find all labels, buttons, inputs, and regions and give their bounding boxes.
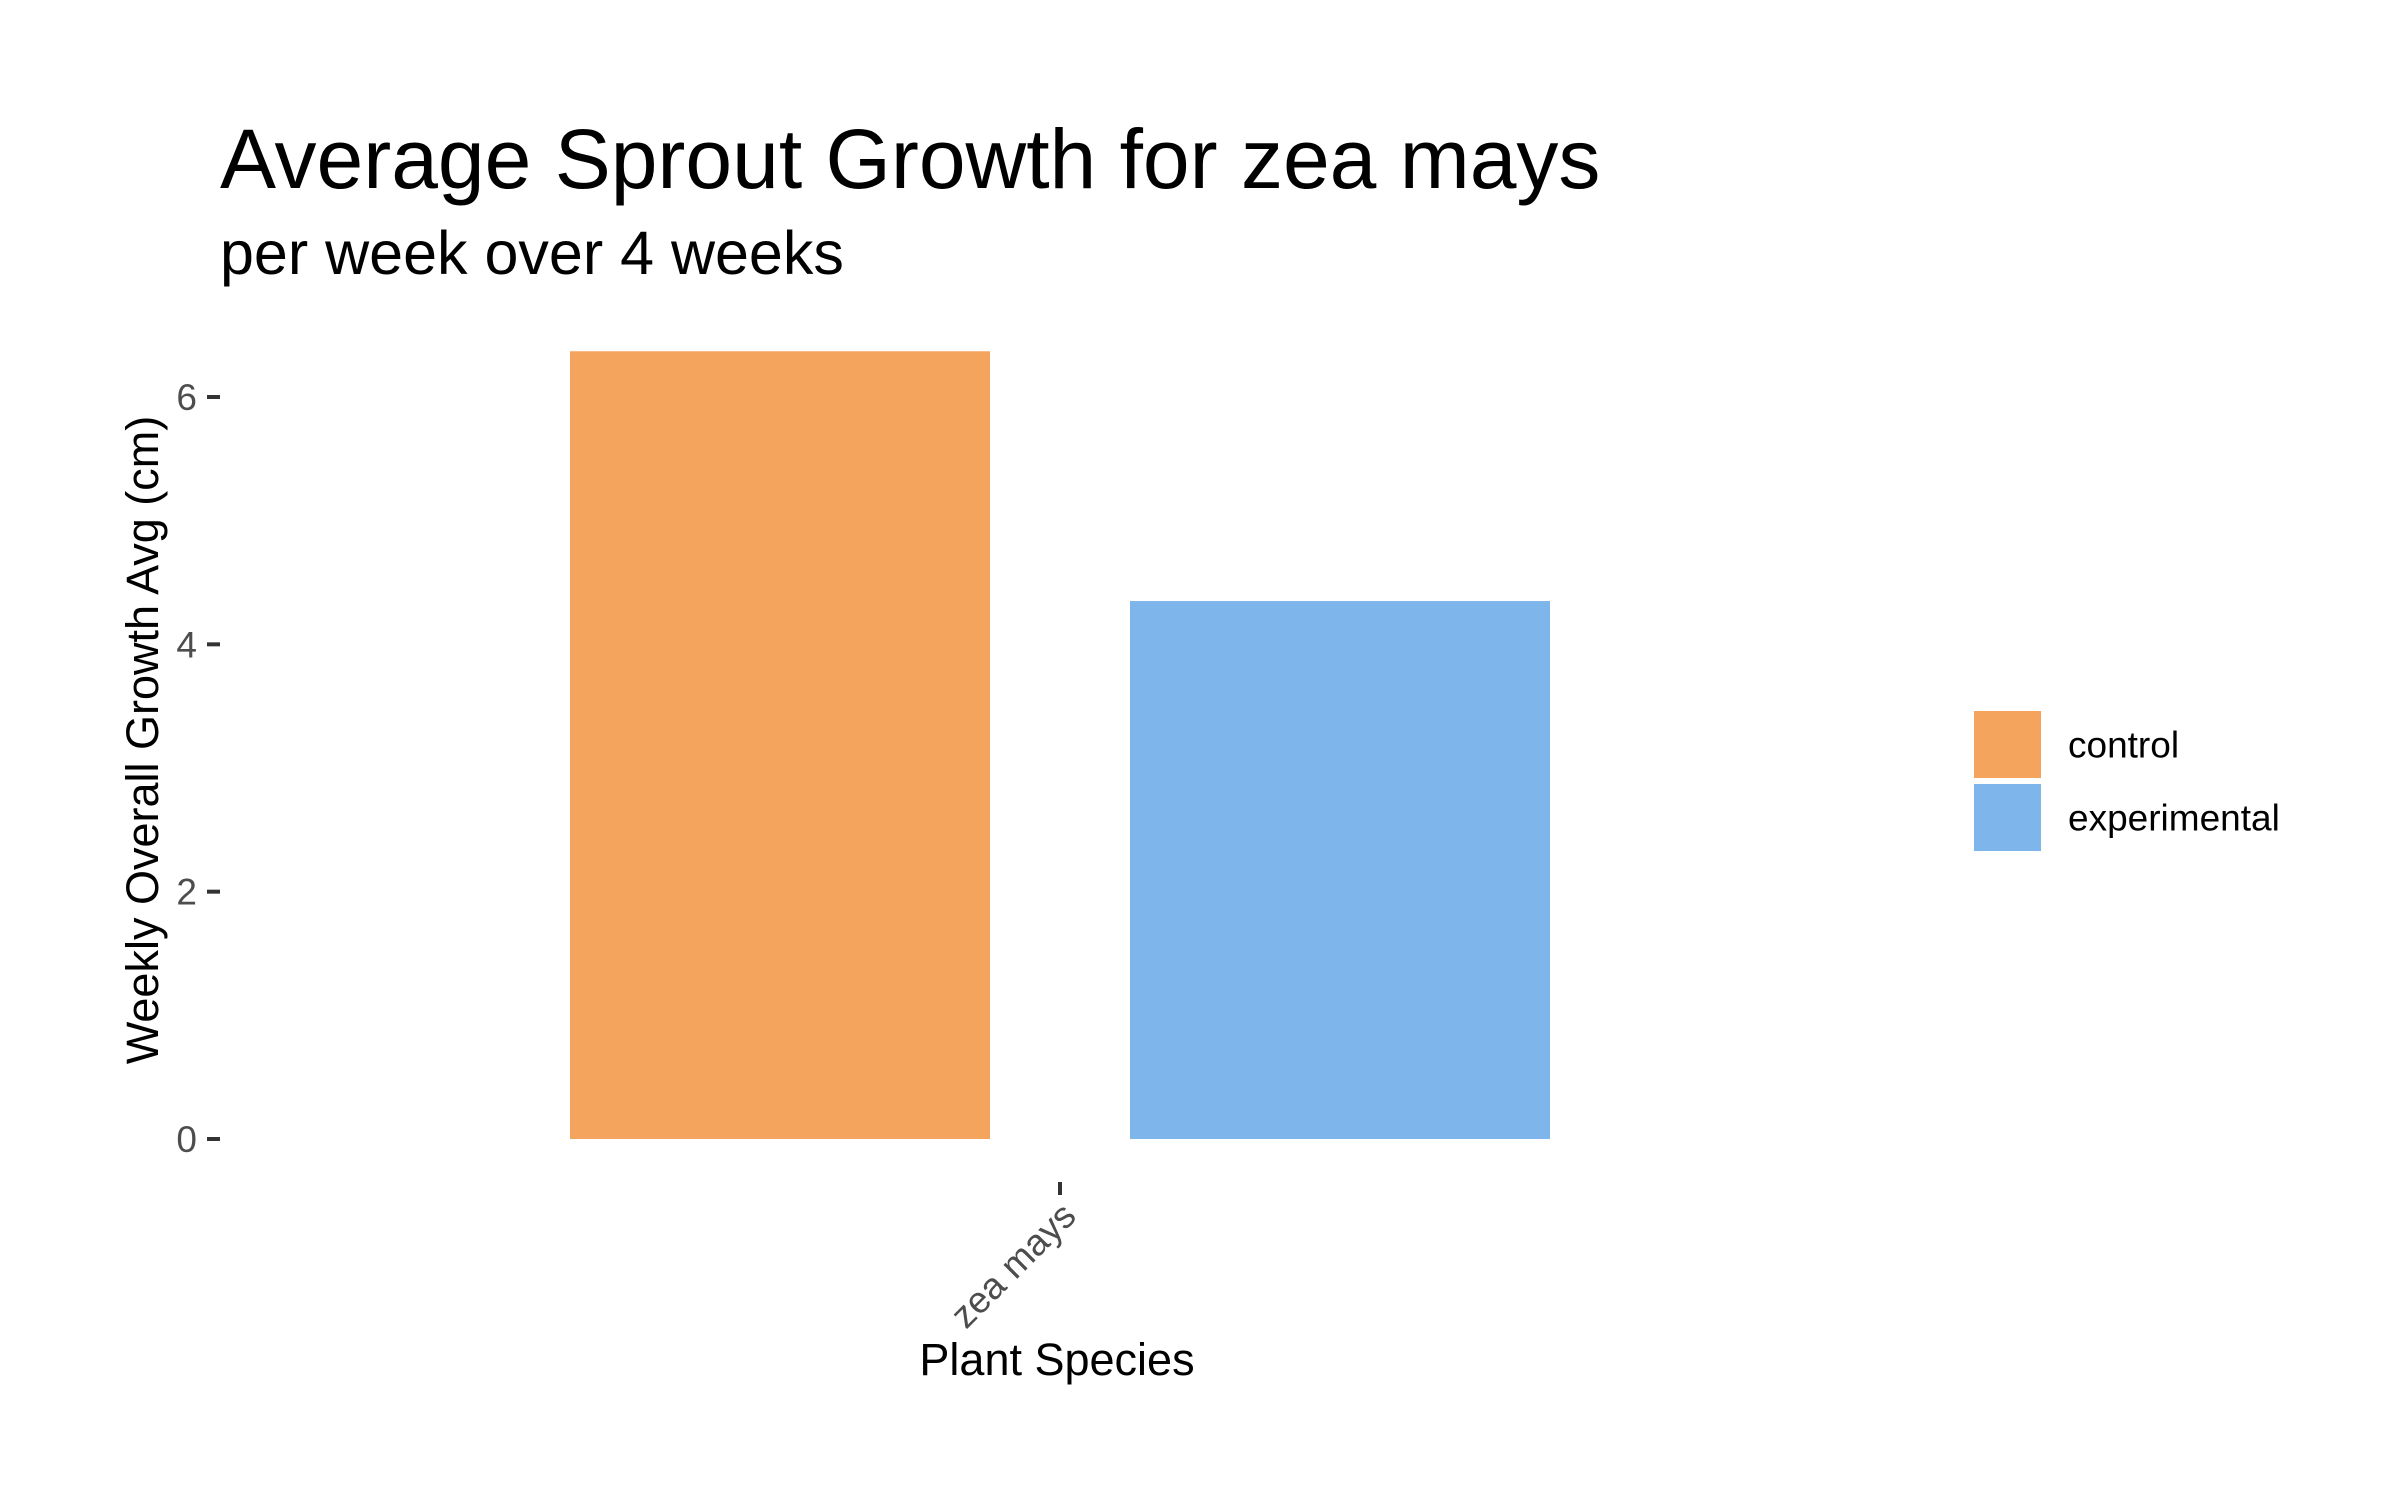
- legend-key-control: [1974, 711, 2041, 778]
- y-tick-label: 6: [176, 377, 197, 418]
- bars-group: [570, 351, 1550, 1139]
- legend-label: control: [2068, 725, 2179, 766]
- x-tick-label: zea mays: [943, 1195, 1084, 1336]
- legend-key-experimental: [1974, 784, 2041, 851]
- bar-control: [570, 351, 990, 1139]
- x-axis-title: Plant Species: [919, 1334, 1194, 1385]
- chart-subtitle: per week over 4 weeks: [220, 219, 844, 287]
- legend: control experimental: [1974, 711, 2280, 851]
- legend-label: experimental: [2068, 798, 2280, 839]
- chart-title: Average Sprout Growth for zea mays: [220, 112, 1600, 206]
- y-tick-label: 4: [176, 624, 197, 665]
- x-axis: zea mays: [943, 1182, 1084, 1336]
- y-tick-label: 2: [176, 872, 197, 913]
- y-tick-label: 0: [176, 1119, 197, 1160]
- bar-experimental: [1130, 601, 1550, 1139]
- y-axis: 0 2 4 6: [176, 377, 220, 1160]
- y-axis-title: Weekly Overall Growth Avg (cm): [117, 416, 168, 1065]
